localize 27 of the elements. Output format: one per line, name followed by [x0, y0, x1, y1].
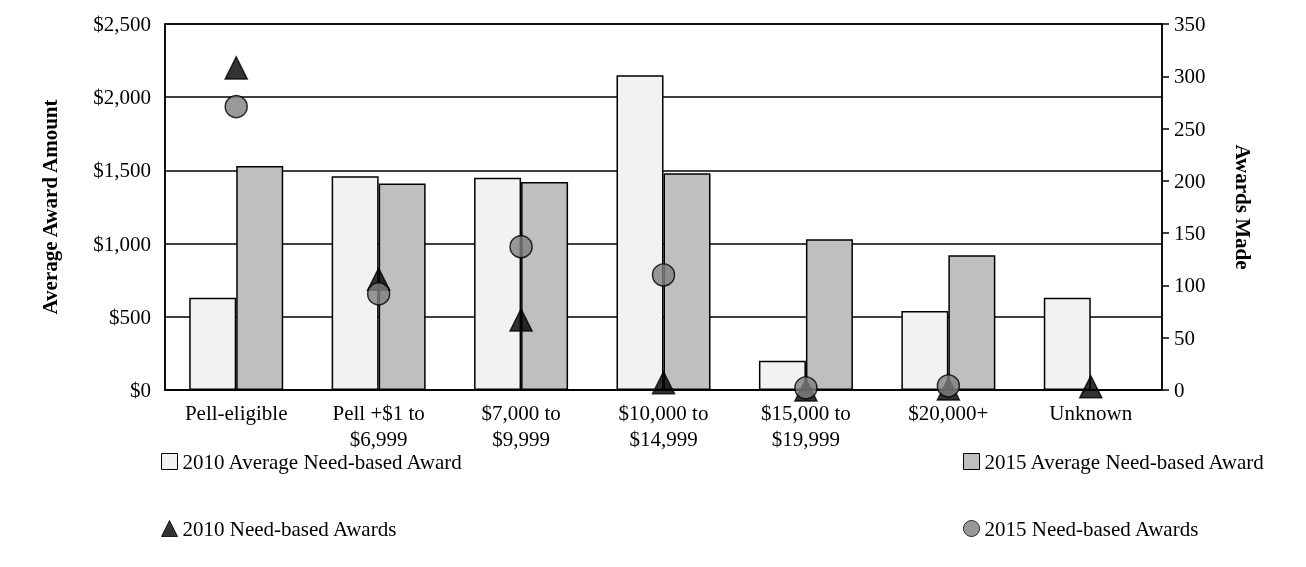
y-axis-title: Average Award Amount	[37, 99, 62, 315]
y2-tick-label: 250	[1174, 116, 1206, 141]
x-tick-label: Pell +$1 to $6,999	[332, 401, 425, 451]
y2-tick-label: 50	[1174, 325, 1195, 350]
y2-axis-title: Awards Made	[1230, 144, 1255, 270]
y2-tick-label: 300	[1174, 64, 1206, 89]
y-tick-label: $1,000	[93, 231, 151, 256]
x-tick-label: Pell-eligible	[184, 401, 288, 425]
legend-label: 2010 Average Need-based Award	[182, 449, 463, 474]
x-tick-label: $15,000 to $19,999	[761, 401, 851, 451]
y-tick-label: $0	[130, 378, 151, 402]
y-tick-label: $2,000	[93, 85, 151, 110]
y2-tick-label: 150	[1174, 221, 1206, 246]
x-tick-label: $10,000 to $14,999	[618, 401, 709, 451]
legend-label: 2015 Average Need-based Award	[984, 449, 1265, 474]
x-tick-label: $7,000 to $9,999	[481, 401, 561, 451]
legend-label: 2010 Need-based Awards	[182, 516, 397, 541]
y-tick-label: $500	[109, 304, 151, 329]
y-tick-label: $2,500	[93, 12, 151, 36]
y2-tick-label: 100	[1174, 273, 1206, 298]
y2-tick-label: 350	[1174, 12, 1206, 36]
y2-tick-label: 0	[1174, 378, 1185, 402]
x-tick-label: Unknown	[1049, 401, 1133, 425]
legend-label: 2015 Need-based Awards	[984, 516, 1199, 541]
x-tick-label: $20,000+	[908, 401, 989, 425]
y-tick-label: $1,500	[93, 158, 151, 183]
y2-tick-label: 200	[1174, 168, 1206, 193]
